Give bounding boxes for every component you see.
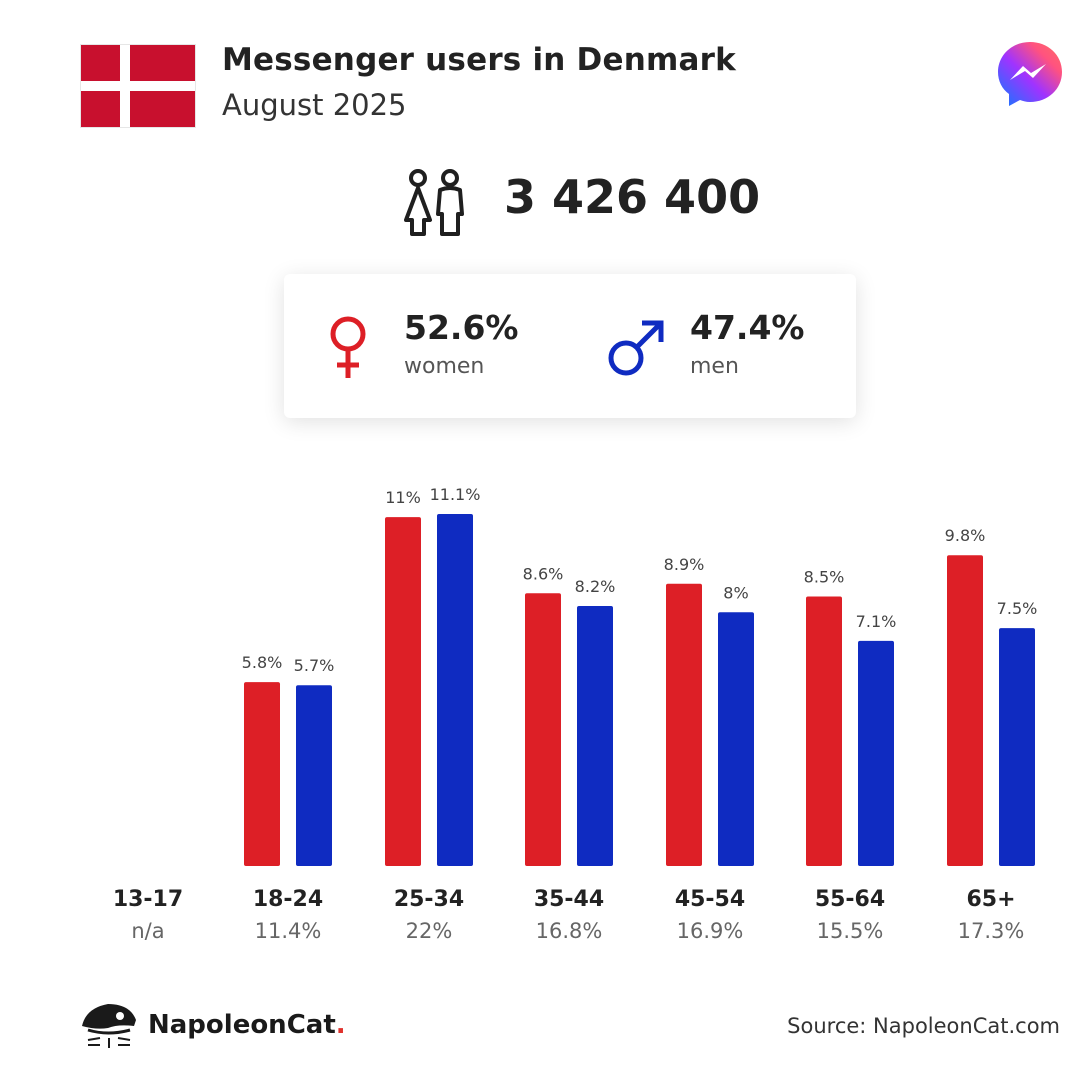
gender-breakdown-card: 52.6% women 47.4% men	[284, 274, 856, 418]
age-group-share: 16.8%	[536, 919, 603, 943]
bar-value-label: 5.8%	[242, 653, 283, 672]
age-group-share: 22%	[406, 919, 453, 943]
age-group-label: 45-54	[675, 887, 745, 912]
age-group-share: n/a	[131, 919, 164, 943]
bar-men-35-44	[577, 605, 613, 866]
bar-value-label: 7.5%	[997, 599, 1038, 618]
age-group-share: 11.4%	[255, 919, 322, 943]
women-label: women	[404, 354, 485, 379]
bar-women-55-64	[806, 596, 842, 866]
bar-value-label: 5.7%	[294, 656, 335, 675]
bar-value-label: 8.5%	[804, 567, 845, 586]
bar-value-label: 8.9%	[664, 555, 705, 574]
page-subtitle: August 2025	[222, 88, 407, 122]
bar-women-25-34	[385, 517, 421, 866]
bar-men-55-64	[858, 640, 894, 866]
bar-women-45-54	[666, 583, 702, 866]
total-users-value: 3 426 400	[504, 170, 761, 224]
bar-value-label: 11.1%	[430, 485, 481, 504]
bar-value-label: 8.2%	[575, 577, 616, 596]
brand-name: NapoleonCat.	[148, 1010, 346, 1040]
bar-women-65+	[947, 555, 983, 866]
people-icon	[404, 169, 464, 236]
women-percentage: 52.6%	[404, 308, 519, 347]
page-title: Messenger users in Denmark	[222, 42, 736, 78]
age-group-label: 35-44	[534, 887, 604, 912]
brand-name-text: NapoleonCat	[148, 1010, 336, 1040]
bar-men-25-34	[437, 514, 473, 866]
age-group-label: 25-34	[394, 887, 464, 912]
denmark-flag-icon	[80, 44, 196, 128]
brand-dot: .	[335, 1010, 346, 1040]
age-group-label: 13-17	[113, 887, 183, 912]
napoleoncat-logo-icon	[82, 1004, 136, 1048]
bar-value-label: 11%	[385, 488, 421, 507]
source-credit: Source: NapoleonCat.com	[787, 1014, 1060, 1038]
bar-value-label: 9.8%	[945, 526, 986, 545]
bar-value-label: 8%	[723, 583, 748, 602]
bar-men-18-24	[296, 685, 332, 866]
men-percentage: 47.4%	[690, 308, 805, 347]
bar-men-65+	[999, 628, 1035, 866]
messenger-logo-icon	[998, 42, 1062, 106]
bar-women-18-24	[244, 682, 280, 866]
bar-men-45-54	[718, 612, 754, 866]
age-group-label: 18-24	[253, 887, 323, 912]
bar-value-label: 8.6%	[523, 564, 564, 583]
age-group-label: 65+	[966, 887, 1015, 912]
age-group-share: 17.3%	[958, 919, 1025, 943]
age-gender-bar-chart: 13-17 n/a 5.8% 5.7% 18-24 11.4% 11% 11.1% 25-34 2…	[113, 485, 1038, 943]
bar-women-35-44	[525, 593, 561, 866]
age-group-share: 16.9%	[677, 919, 744, 943]
men-label: men	[690, 354, 739, 379]
bar-value-label: 7.1%	[856, 612, 897, 631]
age-group-label: 55-64	[815, 887, 885, 912]
age-group-share: 15.5%	[817, 919, 884, 943]
male-symbol-icon	[608, 320, 664, 376]
female-symbol-icon	[330, 316, 366, 378]
